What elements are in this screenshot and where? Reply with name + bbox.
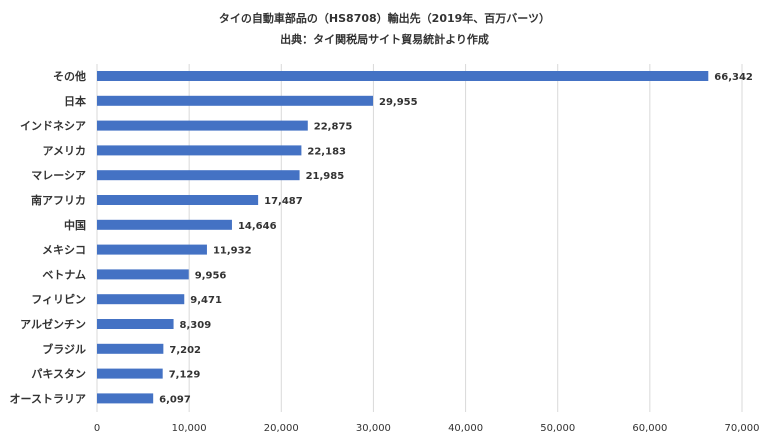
value-label: 66,342 — [714, 72, 753, 83]
bar-3 — [97, 145, 302, 156]
value-label: 22,875 — [314, 122, 353, 133]
category-label: パキスタン — [31, 368, 86, 381]
category-label: メキシコ — [42, 244, 86, 257]
x-tick-label: 50,000 — [540, 423, 575, 434]
chart-subtitle: 出典：タイ関税局サイト貿易統計より作成 — [280, 33, 489, 46]
value-label: 17,487 — [264, 196, 303, 207]
category-label: インドネシア — [20, 120, 86, 133]
x-tick-label: 10,000 — [172, 423, 207, 434]
bar-12 — [97, 368, 163, 379]
bar-9 — [97, 294, 185, 305]
value-label: 11,932 — [213, 246, 252, 257]
category-label: 日本 — [64, 94, 86, 108]
bar-5 — [97, 195, 259, 205]
bar-0 — [97, 71, 709, 81]
x-tick-label: 40,000 — [448, 423, 483, 434]
bar-6 — [97, 219, 232, 230]
category-label: 南アフリカ — [31, 193, 86, 207]
category-label: マレーシア — [31, 169, 86, 182]
x-tick-label: 60,000 — [632, 423, 667, 434]
value-label: 6,097 — [159, 394, 191, 405]
x-tick-label: 70,000 — [725, 423, 760, 434]
value-label: 8,309 — [180, 320, 212, 331]
value-label: 14,646 — [238, 221, 277, 232]
bar-1 — [97, 95, 374, 106]
value-label: 7,202 — [169, 345, 201, 356]
x-tick-label: 0 — [94, 423, 100, 434]
value-label: 9,471 — [190, 295, 222, 306]
category-label: アメリカ — [43, 144, 86, 157]
bar-13 — [97, 393, 154, 404]
value-label: 22,183 — [307, 146, 346, 157]
category-label: その他 — [53, 69, 86, 83]
x-tick-label: 20,000 — [264, 423, 299, 434]
value-label: 21,985 — [306, 171, 345, 182]
category-label: フィリピン — [31, 293, 86, 306]
bar-2 — [97, 120, 308, 131]
bar-8 — [97, 269, 189, 280]
value-label: 9,956 — [195, 270, 227, 281]
value-label: 7,129 — [169, 370, 201, 381]
category-label: アルゼンチン — [20, 317, 86, 331]
x-tick-label: 30,000 — [356, 423, 391, 434]
bar-11 — [97, 343, 164, 354]
value-label: 29,955 — [379, 97, 418, 108]
bar-4 — [97, 170, 300, 181]
bar-7 — [97, 244, 207, 255]
category-label: 中国 — [64, 218, 86, 232]
chart-title: タイの自動車部品の（HS8708）輸出先（2019年、百万バーツ） — [218, 12, 551, 25]
category-label: ベトナム — [42, 268, 86, 281]
category-label: ブラジル — [42, 342, 86, 356]
bar-10 — [97, 319, 174, 329]
category-label: オーストラリア — [10, 392, 86, 405]
